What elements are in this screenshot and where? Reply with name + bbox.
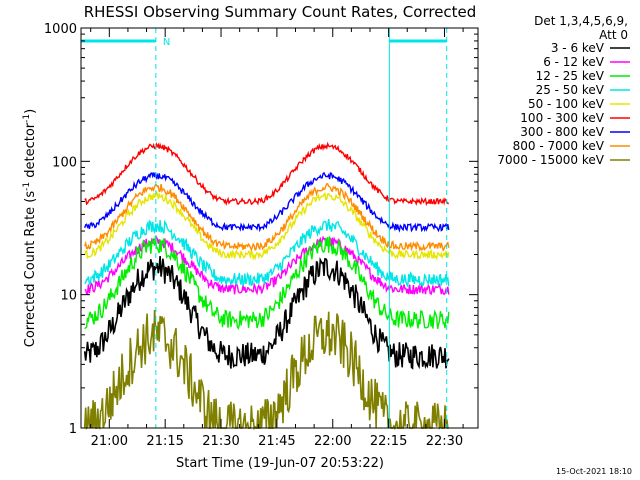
x-tick-label-7: 22:30: [426, 434, 463, 449]
x-axis-label: Start Time (19-Jun-07 20:53:22): [176, 456, 384, 471]
y-axis-label-main: Corrected Count Rate (s: [23, 191, 38, 348]
series-line-5: [84, 190, 450, 262]
series-line-7: [84, 171, 450, 233]
legend-label-1: 3 - 6 keV: [551, 41, 605, 55]
plot-frame: [80, 27, 479, 429]
legend-header-line-1: Det 1,3,4,5,6,9,: [534, 14, 628, 28]
y-axis-label-mid: detector: [23, 122, 38, 182]
series-line-4: [84, 218, 450, 289]
night-marker-label: N: [163, 37, 170, 48]
series-line-3: [84, 235, 450, 330]
y-tick-label-1: 1: [69, 422, 77, 437]
plot-area: N 21:00 21:15 21:30 21:45 22:00 22:15 22:30 1 10 1…: [44, 22, 479, 449]
footer-timestamp: 15-Oct-2021 18:10: [556, 467, 632, 476]
y-tick-label-3: 100: [52, 155, 77, 170]
legend-label-8: 800 - 7000 keV: [513, 139, 605, 153]
legend-label-3: 12 - 25 keV: [536, 69, 605, 83]
chart-title: RHESSI Observing Summary Count Rates, Co…: [84, 3, 477, 21]
x-tick-label-6: 22:15: [370, 434, 407, 449]
x-tick-label-3: 21:30: [202, 434, 239, 449]
x-tick-label-5: 22:00: [314, 434, 351, 449]
legend-label-6: 100 - 300 keV: [520, 111, 604, 125]
series-line-8: [84, 183, 450, 252]
y-axis-label-end: ): [23, 109, 38, 114]
series-line-9: [83, 310, 449, 431]
y-axis-label-sup2: -1: [22, 114, 32, 123]
x-tick-label-1: 21:00: [91, 434, 128, 449]
series-line-6: [84, 141, 449, 207]
y-axis-label: Corrected Count Rate (s-1 detector-1): [22, 109, 38, 347]
y-tick-label-2: 10: [60, 289, 77, 304]
y-axis-label-sup1: -1: [22, 182, 32, 191]
legend-label-4: 25 - 50 keV: [536, 83, 605, 97]
y-tick-label-4: 1000: [44, 22, 77, 37]
x-tick-label-4: 21:45: [258, 434, 295, 449]
legend-label-9: 7000 - 15000 keV: [497, 153, 604, 167]
legend-header-line-2: Att 0: [599, 28, 628, 42]
legend-label-7: 300 - 800 keV: [520, 125, 604, 139]
legend-label-2: 6 - 12 keV: [543, 55, 605, 69]
series-line-1: [83, 256, 450, 370]
x-tick-label-2: 21:15: [146, 434, 183, 449]
legend-label-5: 50 - 100 keV: [528, 97, 605, 111]
